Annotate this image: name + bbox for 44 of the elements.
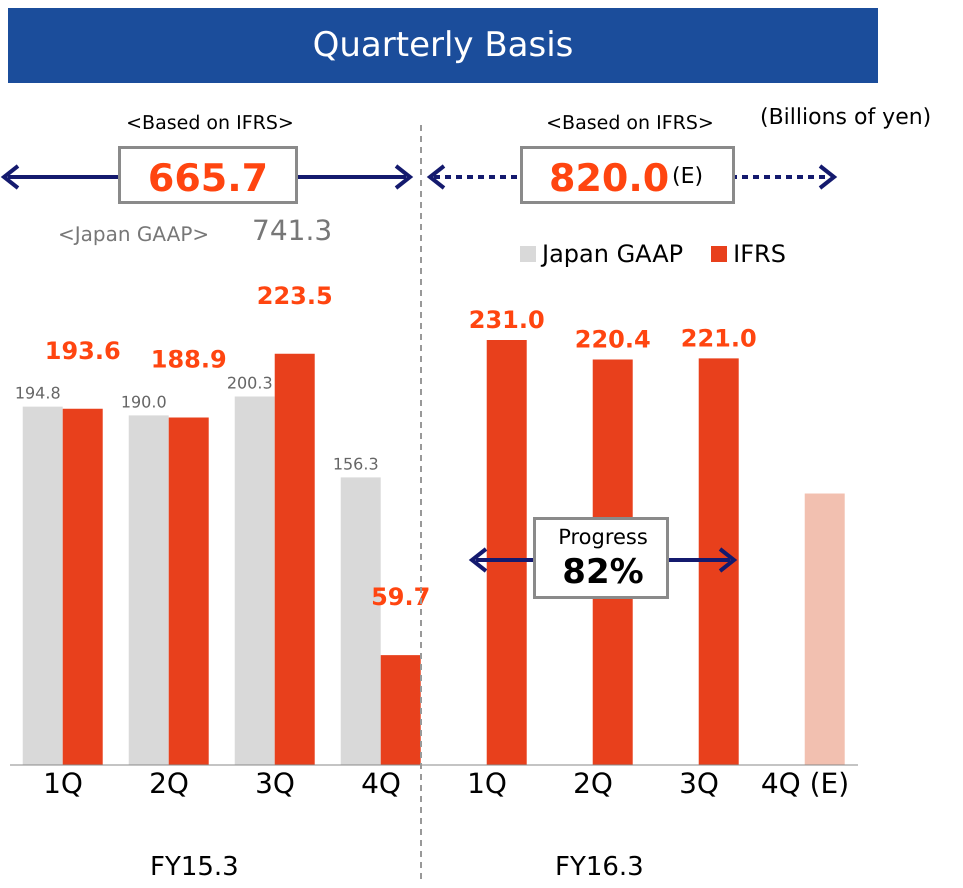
data-label: 190.0 [120,392,167,412]
bar [22,406,63,765]
annotation: 82% [561,552,645,592]
bar [274,354,315,765]
bar [380,655,421,765]
text: <Based on IFRS> [125,112,295,134]
data-label: 193.6 [44,336,121,365]
legend-label: Japan GAAP [542,240,684,268]
x-tick-label: 2Q [573,766,613,800]
text: (Billions of yen) [760,105,932,130]
text: FY15.3 [150,852,239,882]
x-tick-label: 3Q [679,766,719,800]
x-tick-label: 3Q [255,766,295,800]
data-label: 221.0 [680,324,757,352]
text: <Based on IFRS> [545,112,715,134]
data-label: 156.3 [332,454,379,474]
bar [168,417,209,765]
data-label: 200.3 [226,373,273,392]
text: FY16.3 [555,852,644,882]
x-tick-label: 1Q [467,766,507,800]
data-label: 231.0 [468,306,545,334]
x-tick-label: 1Q [43,766,83,800]
bar [698,358,739,765]
chart-title: Quarterly Basis [8,8,878,83]
x-tick-label: 4Q (E) [760,766,850,800]
text: 820.0 [549,156,670,200]
annotation: Progress [557,525,649,549]
bar [128,415,169,765]
data-label: 59.7 [371,583,430,612]
x-tick-label: 4Q [361,766,401,800]
legend-label: IFRS [733,240,786,268]
data-label: 220.4 [574,326,651,354]
text: 665.7 [118,146,298,204]
bar [234,396,275,765]
bar [486,340,527,765]
text: <Japan GAAP> [58,222,210,246]
bar [804,493,845,765]
text: (E) [672,164,704,189]
x-tick-label: 2Q [149,766,189,800]
data-label: 188.9 [150,345,227,374]
bar [62,408,103,765]
data-label: 194.8 [14,384,61,403]
data-label: 223.5 [256,282,333,310]
text: 741.3 [252,214,332,247]
